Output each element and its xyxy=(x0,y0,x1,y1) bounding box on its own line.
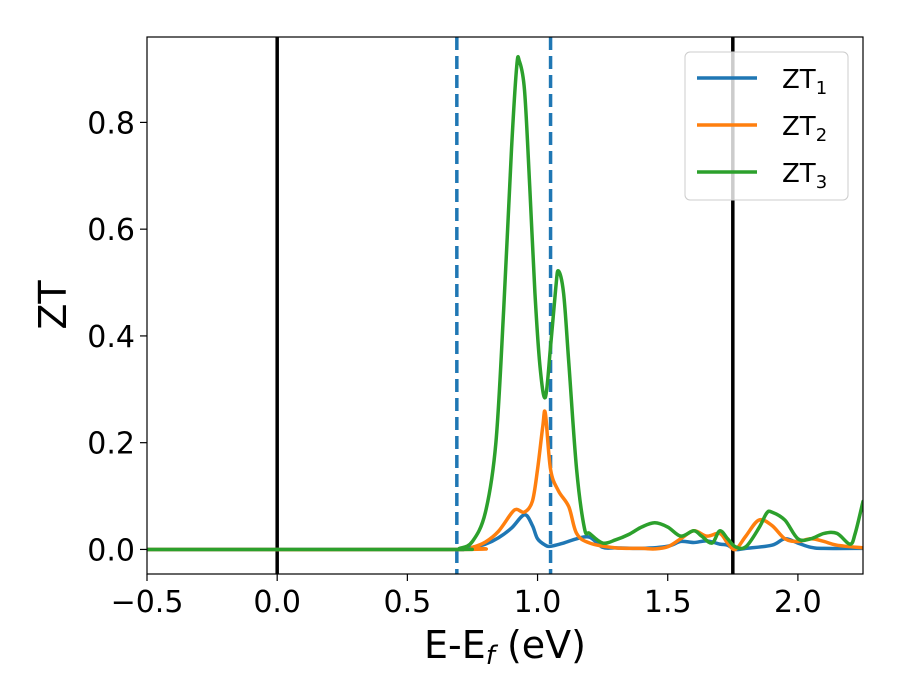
series-line-zt3 xyxy=(147,54,863,552)
y-tick-label-3: 0.6 xyxy=(87,213,135,248)
series-lines xyxy=(147,54,863,552)
x-axis-label-suffix: (eV) xyxy=(495,623,586,667)
legend-label-zt3: ZT3 xyxy=(782,159,827,193)
legend: ZT1 ZT2 ZT3 xyxy=(684,51,849,201)
x-tick-label-5: 2.0 xyxy=(774,585,822,620)
x-axis-ticks: −0.5 0.0 0.5 1.0 1.5 2.0 xyxy=(111,574,822,620)
x-tick-label-4: 1.5 xyxy=(644,585,692,620)
x-tick-label-2: 0.5 xyxy=(384,585,432,620)
x-tick-label-1: 0.0 xyxy=(253,585,301,620)
plot-frame xyxy=(146,36,864,575)
y-tick-label-2: 0.4 xyxy=(87,320,135,355)
y-tick-label-1: 0.2 xyxy=(87,427,135,462)
y-tick-label-4: 0.8 xyxy=(87,106,135,141)
legend-label-zt1: ZT1 xyxy=(782,65,827,99)
y-axis-label: ZT xyxy=(31,280,75,330)
y-axis-ticks: 0.0 0.2 0.4 0.6 0.8 xyxy=(87,106,147,568)
x-axis-label: E-Ef (eV) xyxy=(424,623,586,671)
series-line-zt2 xyxy=(147,409,863,552)
legend-box xyxy=(684,51,849,201)
x-tick-label-3: 1.0 xyxy=(514,585,562,620)
legend-label-zt2: ZT2 xyxy=(782,112,827,146)
x-axis-label-base: E-E xyxy=(424,623,486,667)
x-tick-label-0: −0.5 xyxy=(111,585,184,620)
y-tick-label-0: 0.0 xyxy=(87,533,135,568)
